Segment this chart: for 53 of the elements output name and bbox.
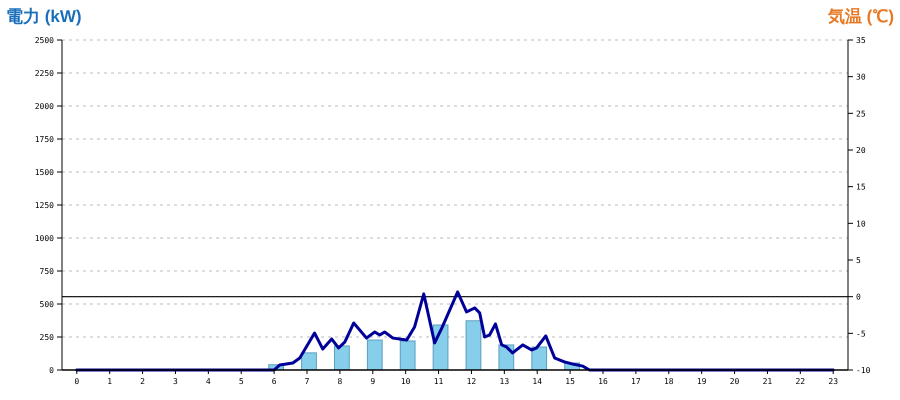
x-tick-label: 5 <box>238 377 244 386</box>
y2-tick-label: -10 <box>856 366 871 375</box>
x-tick-label: 17 <box>631 377 641 386</box>
bar <box>400 340 416 370</box>
x-tick-label: 21 <box>762 377 772 386</box>
y2-tick-label: -5 <box>856 329 866 338</box>
y-tick-label: 500 <box>40 300 54 309</box>
y-tick-label: 750 <box>40 267 54 276</box>
x-tick-label: 0 <box>74 377 80 386</box>
y-tick-label: 2250 <box>34 69 54 78</box>
x-tick-label: 18 <box>664 377 674 386</box>
x-tick-label: 12 <box>466 377 476 386</box>
x-tick-label: 14 <box>532 377 542 386</box>
y-tick-label: 2500 <box>34 36 54 45</box>
x-tick-label: 19 <box>696 377 707 386</box>
bar <box>301 352 317 370</box>
x-tick-label: 9 <box>370 377 376 386</box>
bar <box>466 320 482 370</box>
x-tick-label: 1 <box>107 377 112 386</box>
y-tick-label: 1250 <box>34 201 54 210</box>
x-tick-label: 22 <box>795 377 806 386</box>
y-tick-label: 250 <box>40 333 54 342</box>
y2-tick-label: 30 <box>856 72 866 82</box>
x-tick-label: 16 <box>598 377 608 386</box>
x-tick-label: 10 <box>400 377 411 386</box>
y-tick-label: 2000 <box>34 102 54 111</box>
x-tick-label: 2 <box>140 377 146 386</box>
x-tick-label: 7 <box>304 377 310 386</box>
y2-tick-label: 10 <box>856 219 866 228</box>
y-tick-label: 1750 <box>34 135 54 144</box>
x-tick-label: 4 <box>206 377 211 386</box>
x-tick-label: 15 <box>565 377 576 386</box>
x-tick-label: 20 <box>730 377 740 386</box>
x-tick-label: 3 <box>173 377 178 386</box>
bar <box>366 340 383 370</box>
x-tick-label: 8 <box>337 377 342 386</box>
x-tick-label: 13 <box>500 377 510 386</box>
y-tick-label: 0 <box>49 366 54 375</box>
y2-tick-label: 15 <box>856 182 866 192</box>
y2-tick-label: 5 <box>856 256 861 265</box>
x-tick-label: 6 <box>272 377 277 386</box>
y2-tick-label: 20 <box>856 146 866 155</box>
x-tick-label: 23 <box>828 377 838 386</box>
bar <box>334 345 350 370</box>
x-tick-label: 11 <box>434 377 444 386</box>
y2-tick-label: 35 <box>856 36 866 45</box>
y2-tick-label: 25 <box>856 109 866 118</box>
y-tick-label: 1500 <box>34 168 54 177</box>
y2-axis-title: 気温 (℃) <box>826 7 894 26</box>
y-axis-title: 電力 (kW) <box>6 7 82 26</box>
y2-tick-label: 0 <box>856 292 861 302</box>
y-tick-label: 1000 <box>34 234 54 243</box>
line-series <box>75 290 835 372</box>
